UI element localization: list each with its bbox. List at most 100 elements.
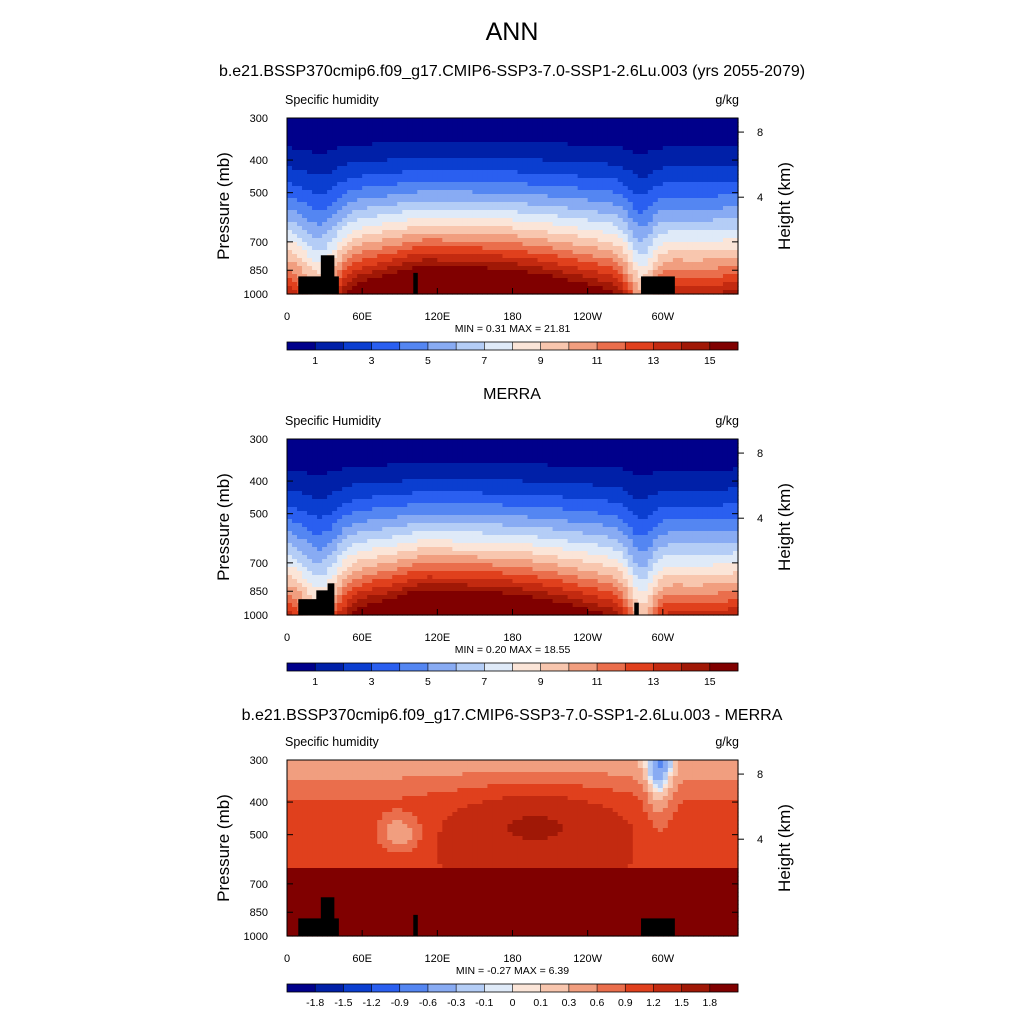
- contour-cell: [397, 459, 403, 464]
- contour-cell: [432, 186, 438, 191]
- contour-cell: [562, 186, 569, 191]
- contour-cell: [662, 146, 669, 151]
- contour-cell: [312, 246, 318, 251]
- contour-cell: [382, 118, 388, 123]
- contour-cell: [432, 443, 438, 448]
- contour-cell: [572, 439, 579, 444]
- contour-cell: [667, 234, 674, 239]
- contour-cell: [597, 174, 604, 179]
- contour-cell: [607, 178, 614, 183]
- contour-cell: [377, 194, 383, 199]
- contour-cell: [422, 182, 428, 187]
- contour-cell: [657, 118, 664, 123]
- contour-cell: [372, 459, 378, 464]
- contour-cell: [617, 443, 624, 448]
- contour-cell: [652, 475, 659, 480]
- contour-cell: [577, 118, 584, 123]
- contour-cell: [397, 170, 403, 175]
- contour-cell: [397, 138, 403, 143]
- contour-cell: [512, 126, 519, 131]
- contour-cell: [547, 210, 554, 215]
- contour-cell: [352, 246, 358, 251]
- contour-cell: [542, 290, 549, 295]
- contour-cell: [547, 226, 554, 231]
- contour-cell: [332, 166, 338, 171]
- contour-cell: [527, 190, 534, 195]
- contour-cell: [372, 226, 378, 231]
- contour-cell: [592, 447, 599, 452]
- contour-cell: [537, 142, 544, 147]
- contour-cell: [432, 174, 438, 179]
- contour-cell: [557, 274, 564, 279]
- contour-cell: [692, 130, 699, 135]
- contour-cell: [622, 158, 629, 163]
- contour-cell: [477, 194, 484, 199]
- contour-cell: [447, 134, 453, 139]
- contour-cell: [567, 126, 574, 131]
- contour-cell: [417, 218, 423, 223]
- contour-cell: [512, 186, 519, 191]
- contour-cell: [402, 166, 408, 171]
- contour-cell: [537, 194, 544, 199]
- contour-cell: [472, 230, 479, 235]
- contour-cell: [367, 471, 373, 476]
- contour-cell: [677, 174, 684, 179]
- contour-cell: [437, 162, 443, 167]
- contour-cell: [667, 134, 674, 139]
- contour-cell: [292, 234, 298, 239]
- contour-cell: [497, 118, 504, 123]
- contour-cell: [402, 479, 408, 484]
- contour-cell: [652, 206, 659, 211]
- contour-cell: [637, 290, 644, 295]
- panel-2: Specific Humidity g/kg3004005007008501000…: [214, 414, 794, 688]
- contour-cell: [347, 126, 353, 131]
- contour-cell: [352, 214, 358, 219]
- contour-cell: [292, 186, 298, 191]
- contour-cell: [502, 162, 509, 167]
- contour-cell: [627, 278, 634, 283]
- contour-cell: [362, 475, 368, 480]
- contour-cell: [547, 206, 554, 211]
- contour-cell: [447, 170, 453, 175]
- contour-cell: [662, 471, 669, 476]
- contour-cell: [502, 214, 509, 219]
- contour-cell: [547, 186, 554, 191]
- contour-cell: [637, 138, 644, 143]
- contour-cell: [712, 274, 719, 279]
- contour-cell: [302, 178, 308, 183]
- contour-cell: [572, 455, 579, 460]
- contour-cell: [577, 274, 584, 279]
- contour-cell: [642, 439, 649, 444]
- contour-cell: [307, 222, 313, 227]
- contour-cell: [402, 270, 408, 275]
- contour-cell: [297, 226, 303, 231]
- contour-cell: [287, 146, 293, 151]
- contour-cell: [507, 146, 514, 151]
- contour-cell: [322, 451, 328, 456]
- contour-cell: [427, 118, 433, 123]
- contour-cell: [502, 118, 509, 123]
- contour-cell: [452, 278, 458, 283]
- contour-cell: [462, 154, 468, 159]
- contour-cell: [662, 467, 669, 472]
- contour-cell: [552, 206, 559, 211]
- contour-cell: [432, 210, 438, 215]
- contour-cell: [307, 178, 313, 183]
- contour-cell: [617, 222, 624, 227]
- contour-cell: [677, 274, 684, 279]
- contour-cell: [467, 190, 474, 195]
- contour-cell: [407, 475, 413, 480]
- contour-cell: [407, 134, 413, 139]
- contour-cell: [622, 226, 629, 231]
- contour-cell: [367, 158, 373, 163]
- contour-cell: [592, 250, 599, 255]
- contour-cell: [517, 130, 524, 135]
- contour-cell: [297, 270, 303, 275]
- contour-cell: [637, 455, 644, 460]
- contour-cell: [687, 290, 694, 295]
- contour-cell: [302, 198, 308, 203]
- contour-cell: [642, 146, 649, 151]
- colorbar-label: 5: [425, 355, 431, 367]
- contour-cell: [317, 439, 323, 444]
- contour-cell: [287, 214, 293, 219]
